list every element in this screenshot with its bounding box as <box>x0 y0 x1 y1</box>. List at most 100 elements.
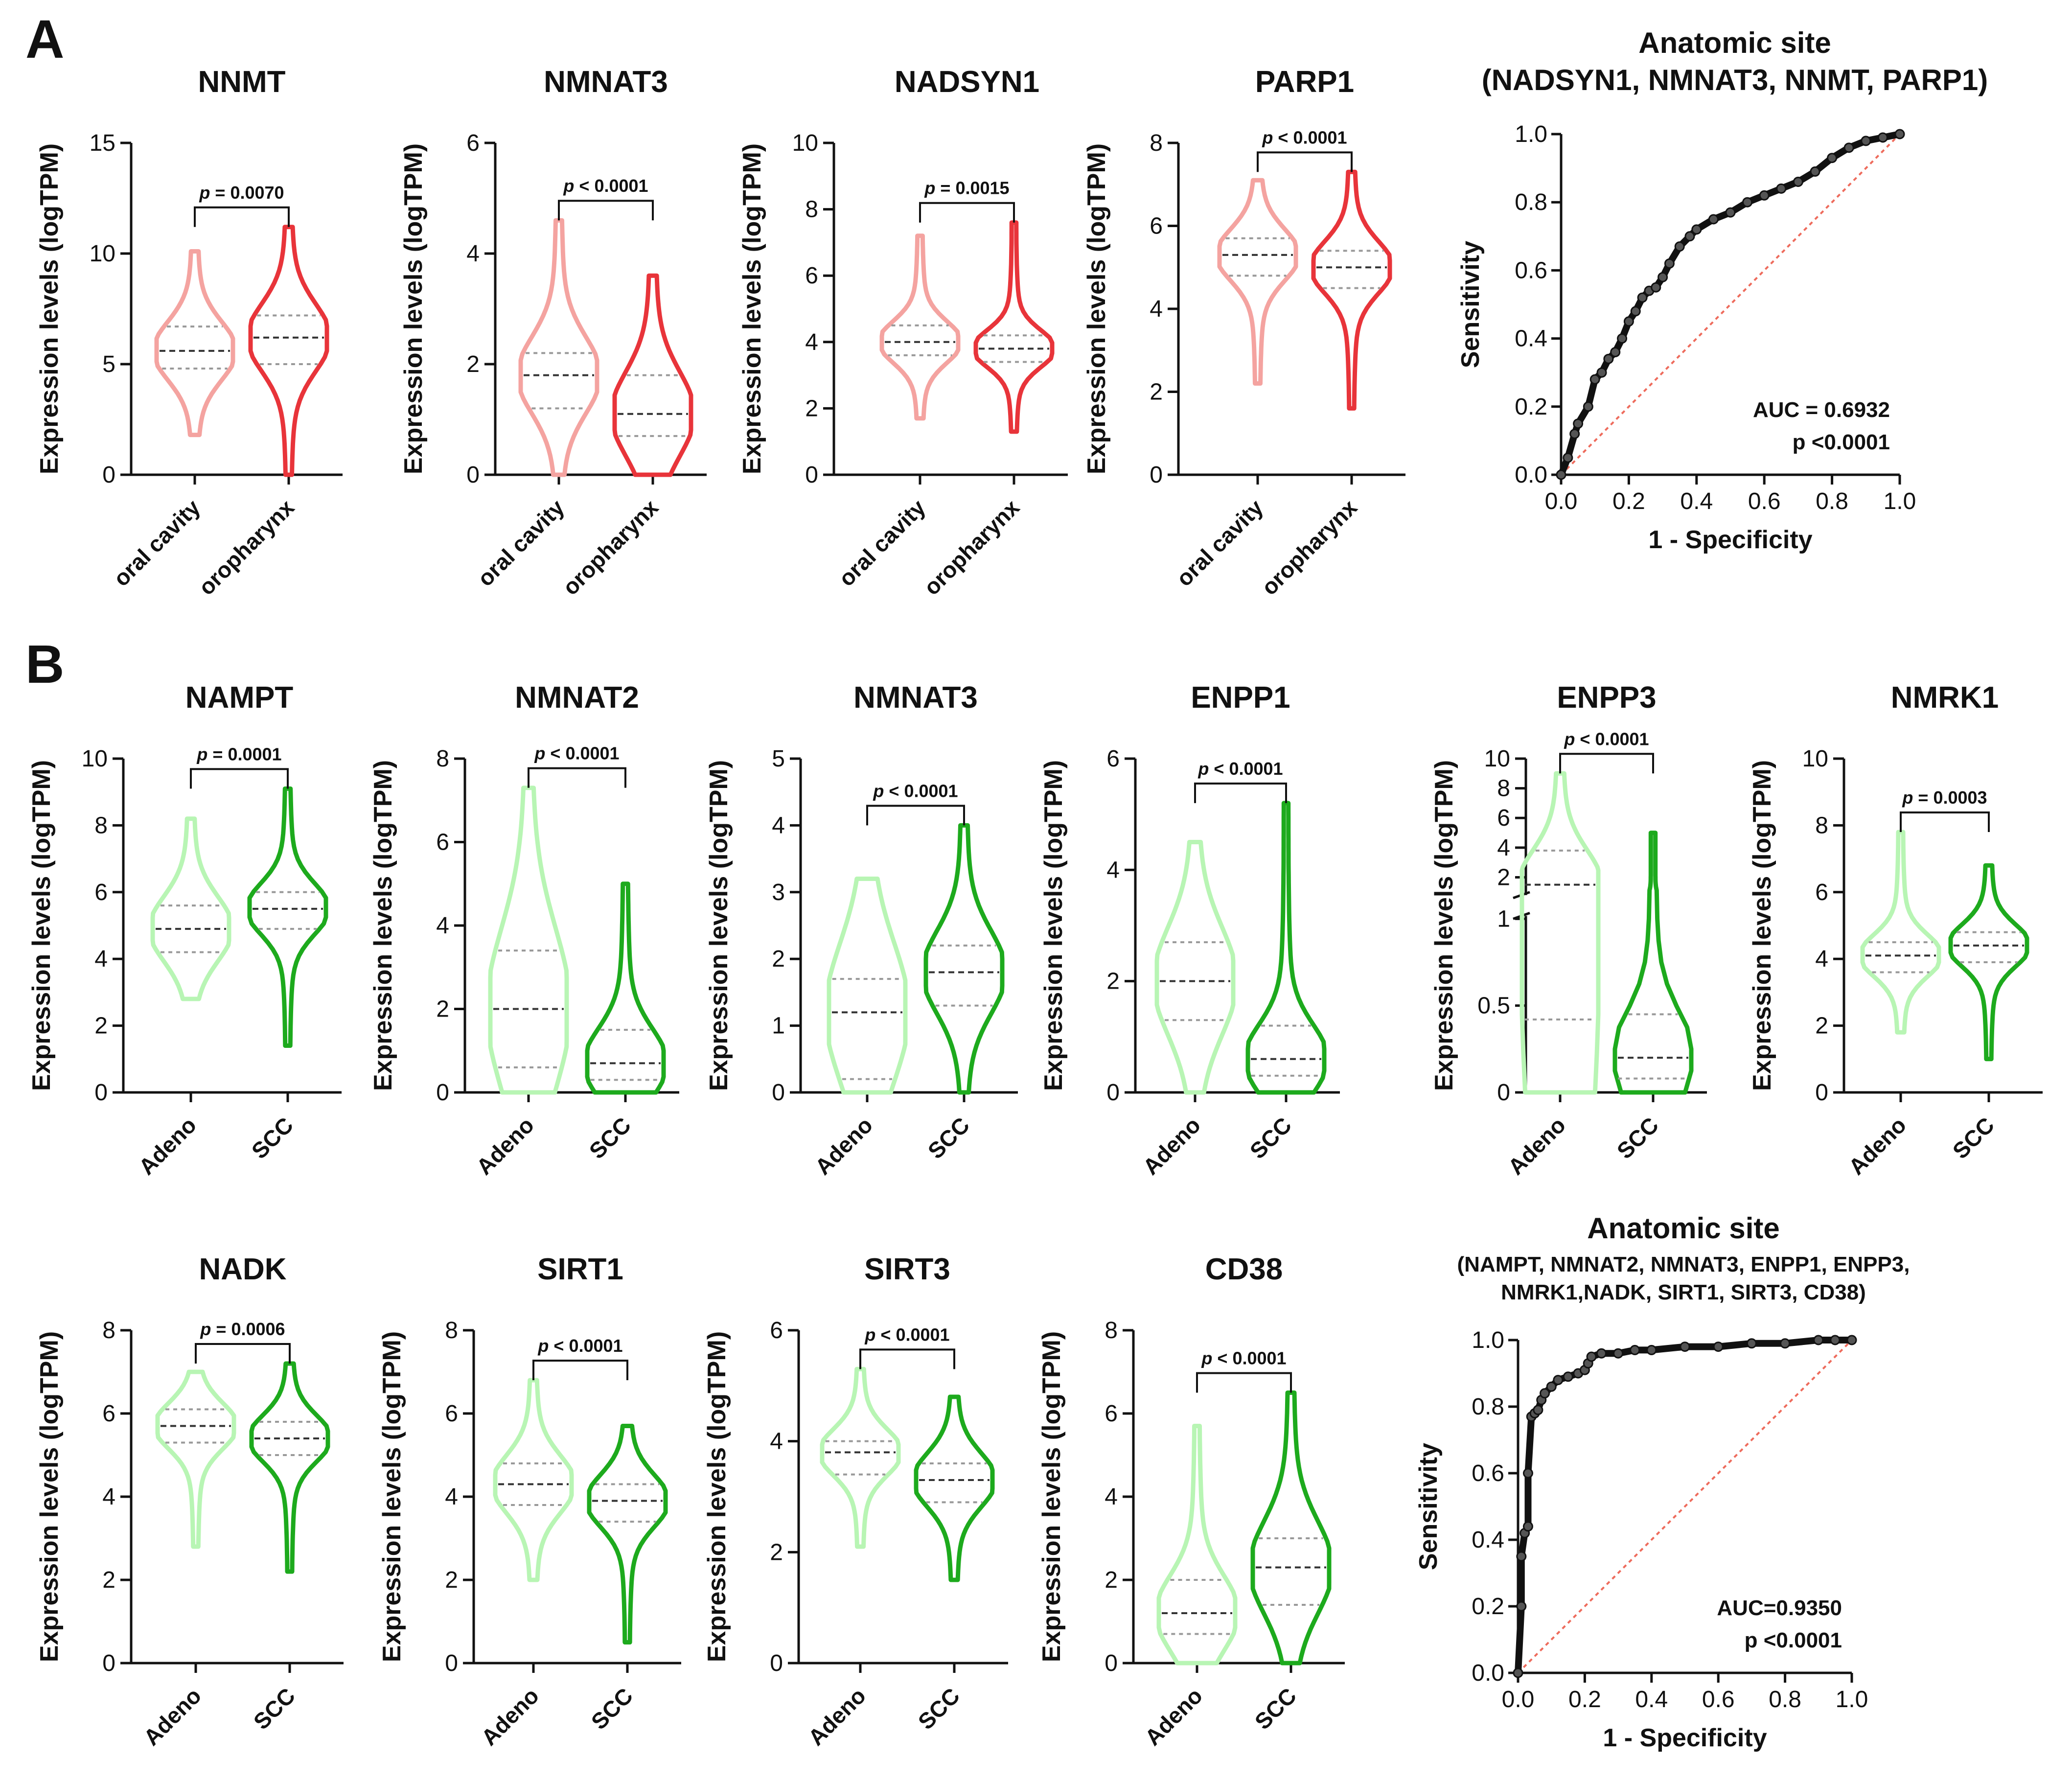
category-label: SCC <box>1948 1112 1999 1163</box>
roc-point <box>1603 353 1614 364</box>
significance-bracket <box>194 206 290 227</box>
p-value-label: p < 0.0001 <box>1201 1348 1286 1368</box>
p-value-label: p = 0.0006 <box>200 1319 285 1339</box>
chart-title: NMNAT3 <box>544 65 668 99</box>
y-tick-label: 0 <box>1815 1080 1828 1106</box>
y-axis-label: Expression levels (logTPM) <box>1748 760 1776 1091</box>
y-tick-label: 15 <box>90 130 115 156</box>
roc-point <box>1617 333 1628 344</box>
roc-point <box>1513 1667 1523 1678</box>
y-tick-label: 2 <box>466 351 480 377</box>
p-value-text: = 0.0001 <box>212 744 281 764</box>
significance-bracket <box>532 1360 628 1380</box>
category-label: Adeno <box>138 1683 206 1750</box>
roc-point <box>1596 367 1607 378</box>
roc-y-label: Sensitivity <box>1456 241 1485 368</box>
y-axis-label: Expression levels (logTPM) <box>35 1331 64 1662</box>
y-axis-label: Expression levels (logTPM) <box>369 760 397 1091</box>
y-tick-label: 2 <box>1497 864 1510 890</box>
y-axis-label: Expression levels (logTPM) <box>399 143 428 474</box>
y-tick-label: 2 <box>436 996 449 1022</box>
violin-0 <box>155 1369 236 1549</box>
roc-point <box>1877 132 1888 143</box>
significance-bracket <box>528 767 626 788</box>
roc-x-tick-label: 0.2 <box>1612 488 1645 514</box>
roc-point <box>1553 1375 1564 1386</box>
roc-point <box>1630 306 1641 317</box>
p-value-text: < 0.0001 <box>550 743 619 764</box>
roc-point <box>1780 1338 1791 1349</box>
p-italic: p <box>563 176 579 196</box>
chart-title: NMNAT3 <box>853 681 978 715</box>
roc-point <box>1658 272 1668 282</box>
chart-title: NAMPT <box>185 681 294 715</box>
chart-title: ENPP3 <box>1557 681 1656 715</box>
significance-bracket <box>1196 1372 1292 1393</box>
category-label: oral cavity <box>833 494 930 591</box>
y-tick-label: 1 <box>1497 906 1510 932</box>
roc-point <box>1651 282 1661 293</box>
y-tick-label: 2 <box>1106 969 1120 995</box>
roc-y-tick-label: 1.0 <box>1515 121 1547 147</box>
y-tick-label: 6 <box>445 1401 458 1427</box>
violin-1 <box>914 1394 995 1582</box>
roc-x-label: 1 - Specificity <box>1603 1724 1767 1752</box>
significance-bracket <box>195 1343 291 1364</box>
p-value-label: p < 0.0001 <box>1564 729 1649 749</box>
y-axis-label: Expression levels (logTPM) <box>27 760 56 1091</box>
y-tick-label: 10 <box>1802 746 1828 772</box>
roc-point <box>1540 1388 1550 1399</box>
category-label: Adeno <box>1140 1683 1207 1750</box>
p-italic: p <box>1262 127 1278 147</box>
p-italic: p <box>873 781 889 801</box>
y-tick-label: 8 <box>1150 130 1163 156</box>
violin-0 <box>827 877 908 1095</box>
y-tick-label: 0.5 <box>1477 993 1510 1019</box>
roc-x-tick-label: 1.0 <box>1836 1687 1868 1713</box>
violin-1 <box>247 786 328 1048</box>
p-italic: p <box>196 744 212 764</box>
category-label: SCC <box>1250 1683 1301 1734</box>
roc-x-tick-label: 0.6 <box>1748 488 1781 514</box>
chart-b_nmrk1: NMRK1 0 2 4 6 8 10 Expression levels (logTPM) Ad… <box>1748 681 2043 1180</box>
roc-point <box>1610 347 1621 357</box>
chart-a_roc: Anatomic site (NADSYN1, NMNAT3, NNMT, PAR… <box>1456 26 1988 554</box>
category-label: Adeno <box>1503 1112 1570 1180</box>
y-tick-label: 0 <box>770 1650 783 1676</box>
y-tick-label: 0 <box>1150 462 1163 488</box>
roc-point <box>1827 153 1838 163</box>
category-label: Adeno <box>134 1112 201 1180</box>
violin-0 <box>488 786 569 1095</box>
violin-1 <box>248 225 329 477</box>
y-tick-label: 2 <box>1815 1013 1828 1039</box>
category-label: oral cavity <box>108 494 205 591</box>
y-tick-label: 6 <box>466 130 480 156</box>
roc-x-label: 1 - Specificity <box>1648 526 1812 554</box>
chart-title: NADK <box>199 1252 286 1286</box>
category-label: Adeno <box>1138 1112 1205 1180</box>
violin-1 <box>249 1361 330 1574</box>
roc-point <box>1522 1468 1533 1479</box>
y-tick-label: 4 <box>466 241 480 267</box>
significance-bracket <box>1194 782 1287 803</box>
p-value-text: < 0.0001 <box>1580 729 1649 749</box>
y-tick-label: 6 <box>1105 1401 1118 1427</box>
violin-1 <box>1250 1390 1332 1666</box>
roc-point <box>1674 241 1685 252</box>
chart-a_nadsyn1: NADSYN1 0 2 4 6 8 10 Expression levels (logTPM)… <box>738 65 1068 600</box>
y-tick-label: 4 <box>1497 835 1510 861</box>
category-label: SCC <box>913 1683 965 1734</box>
roc-p-label: p <0.0001 <box>1745 1628 1842 1652</box>
p-value-label: p = 0.0003 <box>1902 787 1987 808</box>
roc-point <box>1725 207 1736 218</box>
violin-1 <box>923 823 1005 1095</box>
p-italic: p <box>200 1319 216 1339</box>
roc-x-tick-label: 0.2 <box>1568 1687 1601 1713</box>
y-tick-label: 8 <box>445 1318 458 1343</box>
p-value-label: p < 0.0001 <box>873 781 958 801</box>
roc-x-tick-label: 0.4 <box>1680 488 1713 514</box>
category-label: Adeno <box>1843 1112 1911 1180</box>
p-italic: p <box>1197 759 1214 779</box>
roc-point <box>1516 1601 1527 1612</box>
roc-point <box>1533 1405 1543 1415</box>
